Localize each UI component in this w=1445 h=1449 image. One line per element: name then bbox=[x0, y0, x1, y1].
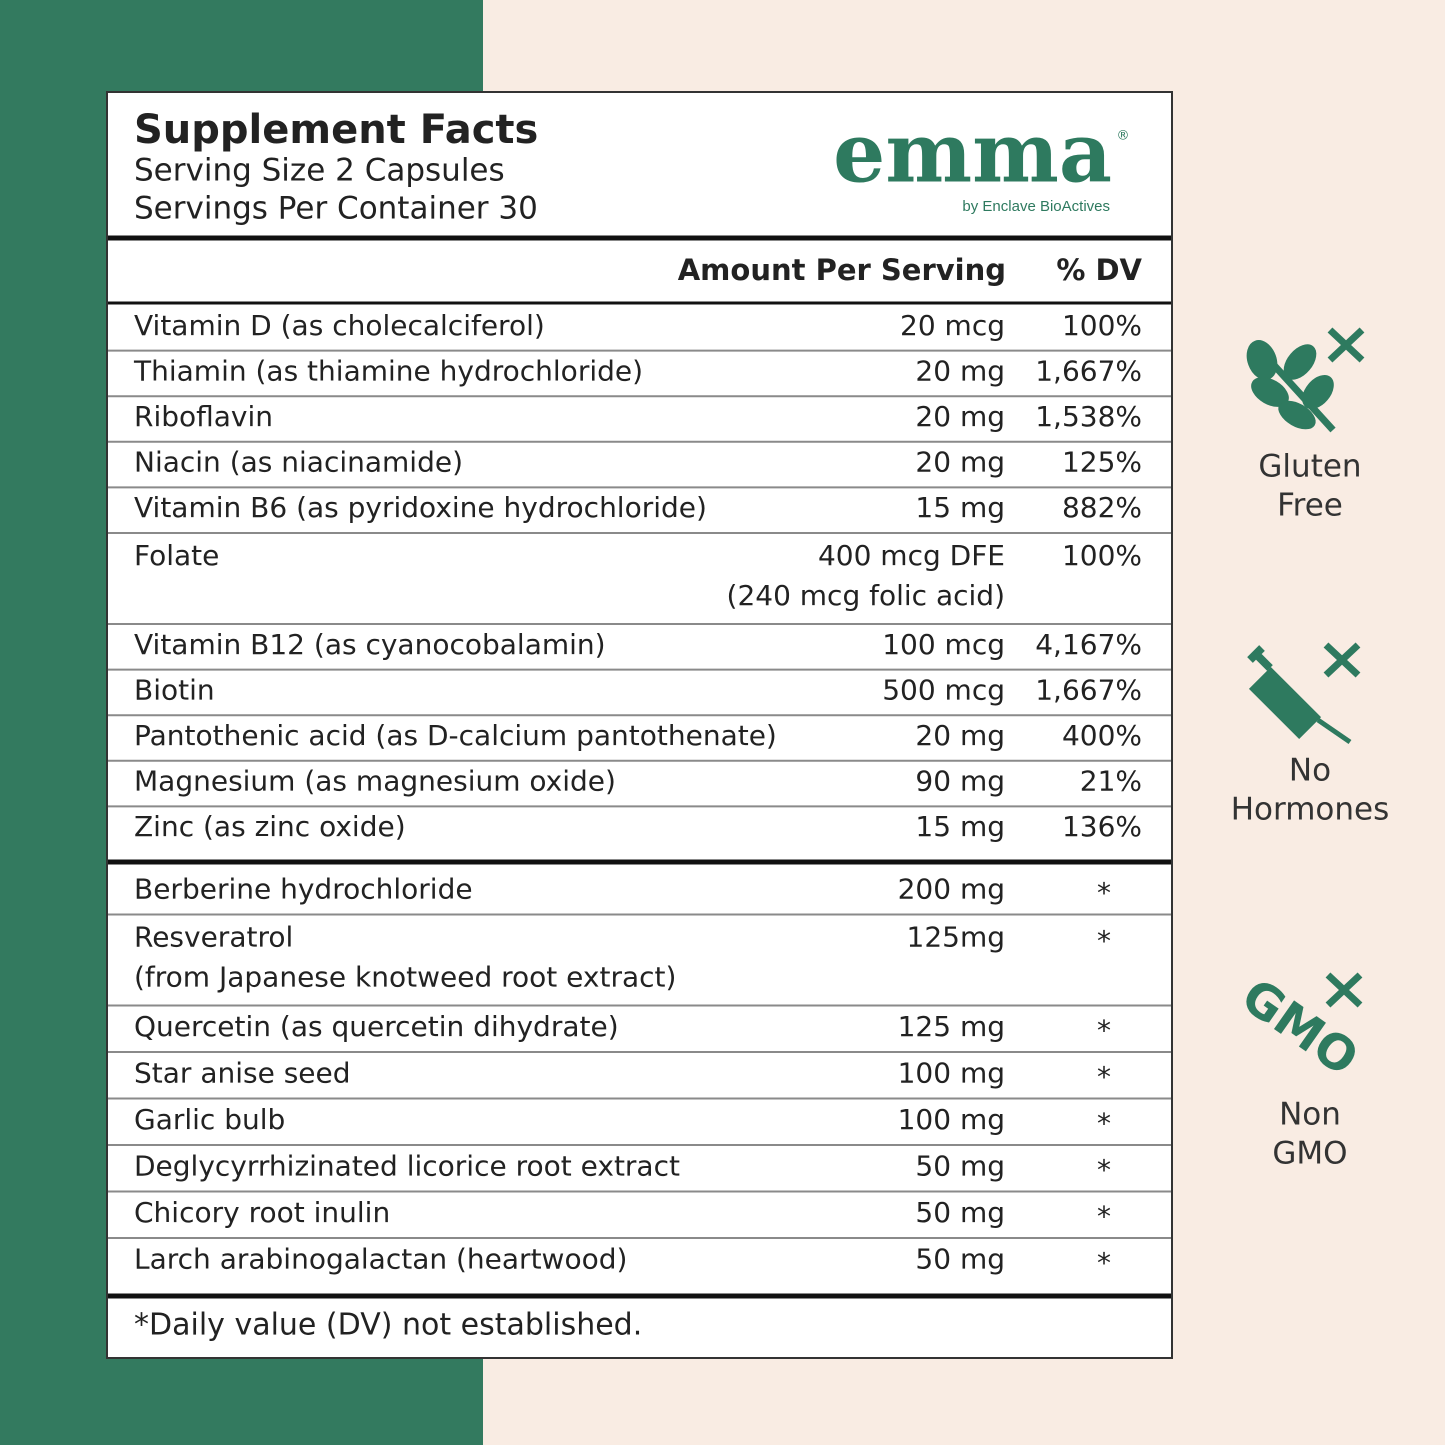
brand-logo: emma bbox=[833, 105, 1112, 201]
badge-label: Hormones bbox=[1231, 792, 1390, 828]
amount: 20 mcg bbox=[900, 309, 1005, 342]
amount: 20 mg bbox=[915, 400, 1005, 433]
amount: 20 mg bbox=[915, 719, 1005, 752]
nutrient-name: Chicory root inulin bbox=[134, 1196, 390, 1229]
nutrient-name: Star anise seed bbox=[134, 1056, 351, 1089]
column-header: % DV bbox=[1056, 253, 1142, 287]
nutrient-name: Quercetin (as quercetin dihydrate) bbox=[134, 1010, 619, 1043]
daily-value: * bbox=[1097, 1060, 1111, 1093]
daily-value: * bbox=[1097, 876, 1111, 909]
title: Supplement Facts bbox=[134, 107, 538, 153]
amount: 20 mg bbox=[915, 446, 1005, 479]
nutrient-name: Magnesium (as magnesium oxide) bbox=[134, 765, 616, 798]
amount: 50 mg bbox=[915, 1196, 1005, 1229]
nutrient-name: Biotin bbox=[134, 673, 215, 706]
badge-label: No bbox=[1289, 753, 1331, 789]
nutrient-name: Folate bbox=[134, 539, 219, 572]
nutrient-name: Vitamin D (as cholecalciferol) bbox=[134, 309, 545, 342]
amount: 500 mcg bbox=[882, 673, 1005, 706]
gluten-icon bbox=[1246, 327, 1365, 433]
amount: 50 mg bbox=[915, 1149, 1005, 1182]
amount: 200 mg bbox=[898, 872, 1005, 905]
daily-value: * bbox=[1097, 1153, 1111, 1186]
servings-per-container: Servings Per Container 30 bbox=[134, 191, 538, 227]
amount: 100 mg bbox=[898, 1056, 1005, 1089]
daily-value: 1,538% bbox=[1035, 400, 1142, 433]
daily-value: 21% bbox=[1080, 765, 1142, 798]
daily-value: 400% bbox=[1062, 719, 1142, 752]
amount: 100 mcg bbox=[882, 628, 1005, 661]
serving-size: Serving Size 2 Capsules bbox=[134, 153, 505, 189]
daily-value: 1,667% bbox=[1035, 673, 1142, 706]
brand-tagline: by Enclave BioActives bbox=[962, 198, 1110, 215]
amount: 125mg bbox=[907, 921, 1006, 954]
amount: 50 mg bbox=[915, 1242, 1005, 1275]
nutrient-note: (from Japanese knotweed root extract) bbox=[134, 961, 676, 994]
nutrient-name: Vitamin B6 (as pyridoxine hydrochloride) bbox=[134, 491, 707, 524]
nutrient-name: Vitamin B12 (as cyanocobalamin) bbox=[134, 628, 606, 661]
daily-value: 125% bbox=[1062, 446, 1142, 479]
daily-value: 4,167% bbox=[1035, 628, 1142, 661]
amount: 125 mg bbox=[898, 1010, 1005, 1043]
nutrient-name: Riboflavin bbox=[134, 400, 273, 433]
nutrient-name: Thiamin (as thiamine hydrochloride) bbox=[133, 354, 643, 387]
daily-value: 882% bbox=[1062, 491, 1142, 524]
badge-label: Non bbox=[1279, 1097, 1341, 1133]
daily-value: 136% bbox=[1062, 810, 1142, 843]
nutrient-name: Berberine hydrochloride bbox=[134, 872, 473, 905]
badge-label: Free bbox=[1277, 488, 1343, 524]
daily-value: 1,667% bbox=[1035, 354, 1142, 387]
amount: 100 mg bbox=[898, 1103, 1005, 1136]
nutrient-name: Larch arabinogalactan (heartwood) bbox=[134, 1242, 627, 1275]
nutrient-name: Garlic bulb bbox=[134, 1103, 285, 1136]
amount: 400 mcg DFE bbox=[818, 539, 1005, 572]
daily-value: * bbox=[1097, 1014, 1111, 1047]
badge-label: GMO bbox=[1272, 1136, 1347, 1172]
column-header: Amount Per Serving bbox=[678, 253, 1006, 287]
nutrient-name: Resveratrol bbox=[134, 921, 293, 954]
amount: 90 mg bbox=[915, 765, 1005, 798]
nutrient-name: Niacin (as niacinamide) bbox=[134, 446, 463, 479]
daily-value: * bbox=[1097, 1107, 1111, 1140]
amount: 20 mg bbox=[915, 354, 1005, 387]
amount: 15 mg bbox=[915, 491, 1005, 524]
daily-value: 100% bbox=[1062, 309, 1142, 342]
daily-value: * bbox=[1097, 925, 1111, 958]
amount-note: (240 mcg folic acid) bbox=[727, 579, 1005, 612]
brand-mark: ® bbox=[1117, 129, 1130, 144]
amount: 15 mg bbox=[915, 810, 1005, 843]
nutrient-name: Zinc (as zinc oxide) bbox=[134, 810, 406, 843]
nutrient-name: Pantothenic acid (as D-calcium pantothen… bbox=[134, 719, 777, 752]
daily-value: * bbox=[1097, 1246, 1111, 1279]
hormone-icon bbox=[1247, 642, 1361, 745]
nutrient-name: Deglycyrrhizinated licorice root extract bbox=[134, 1149, 680, 1182]
daily-value: * bbox=[1097, 1200, 1111, 1233]
footnote: *Daily value (DV) not established. bbox=[134, 1308, 642, 1343]
badge-label: Gluten bbox=[1258, 449, 1361, 485]
daily-value: 100% bbox=[1062, 539, 1142, 572]
